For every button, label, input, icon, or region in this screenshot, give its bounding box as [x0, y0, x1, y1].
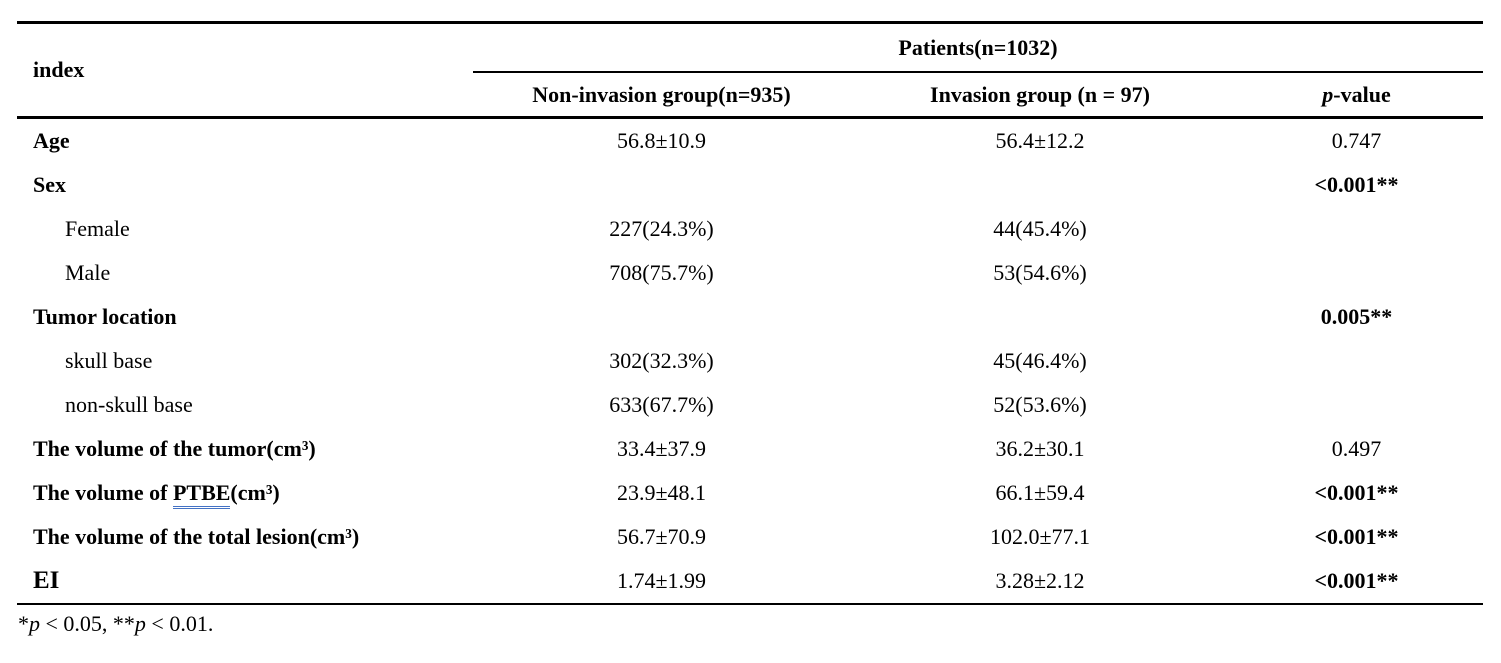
column-header-non-invasion: Non-invasion group(n=935) — [473, 72, 850, 119]
column-header-patients-group: Patients(n=1032) — [473, 22, 1484, 73]
table-row-tumor-volume: The volume of the tumor(cm³) 33.4±37.9 3… — [17, 427, 1483, 471]
ptbe-underlined-term: PTBE — [172, 480, 231, 509]
row-label: Age — [33, 128, 70, 153]
value-cell: 23.9±48.1 — [616, 480, 707, 505]
row-label: Male — [65, 260, 111, 285]
value-cell: 56.4±12.2 — [995, 128, 1085, 153]
p-value-cell: 0.747 — [1331, 128, 1382, 153]
row-label: The volume of the total lesion(cm³) — [33, 524, 360, 549]
column-header-index: index — [17, 22, 473, 119]
row-label: skull base — [65, 348, 153, 373]
value-cell — [473, 295, 850, 339]
label-suffix: (cm³) — [230, 480, 280, 505]
value-cell: 56.7±70.9 — [616, 524, 707, 549]
column-header-invasion: Invasion group (n = 97) — [850, 72, 1230, 119]
row-label: Sex — [33, 172, 66, 197]
table-row-ei: EI 1.74±1.99 3.28±2.12 <0.001** — [17, 559, 1484, 605]
p-value-cell: <0.001** — [1314, 480, 1399, 505]
significance-footnote: *p < 0.05, **p < 0.01. — [18, 611, 213, 637]
value-cell: 45(46.4%) — [993, 348, 1087, 373]
p-value-cell: 0.005** — [1320, 304, 1393, 329]
p-value-cell — [1230, 383, 1483, 427]
value-cell: 102.0±77.1 — [989, 524, 1091, 549]
value-cell: 33.4±37.9 — [616, 436, 707, 461]
patients-comparison-table: index Patients(n=1032) Non-invasion grou… — [17, 21, 1484, 605]
value-cell: 56.8±10.9 — [616, 128, 707, 153]
value-cell: 302(32.3%) — [609, 348, 714, 373]
value-cell: 708(75.7%) — [609, 260, 714, 285]
value-cell: 36.2±30.1 — [995, 436, 1085, 461]
table-row-skull-base: skull base 302(32.3%) 45(46.4%) — [17, 339, 1483, 383]
value-cell: 53(54.6%) — [993, 260, 1087, 285]
p-value-cell — [1230, 339, 1483, 383]
label-prefix: The volume of — [33, 480, 173, 505]
p-value-cell: <0.001** — [1230, 559, 1484, 605]
value-cell: 633(67.7%) — [609, 392, 714, 417]
row-label: EI — [17, 559, 473, 605]
table-row-tumor-location: Tumor location 0.005** — [17, 295, 1483, 339]
table-row-ptbe-volume: The volume of PTBE(cm³) 23.9±48.1 66.1±5… — [17, 471, 1483, 515]
footnote-threshold-2: < 0.01. — [145, 611, 214, 636]
value-cell: 66.1±59.4 — [995, 480, 1085, 505]
value-cell: 3.28±2.12 — [850, 559, 1230, 605]
p-value-cell: <0.001** — [1314, 172, 1399, 197]
table-row-non-skull-base: non-skull base 633(67.7%) 52(53.6%) — [17, 383, 1483, 427]
p-value-cell: 0.497 — [1331, 436, 1382, 461]
value-cell: 1.74±1.99 — [473, 559, 850, 605]
row-label: Tumor location — [33, 304, 177, 329]
footnote-p-italic: p — [29, 611, 40, 636]
row-label: The volume of the tumor(cm³) — [33, 436, 316, 461]
value-cell — [850, 163, 1230, 207]
footnote-threshold-1: < 0.05, ** — [40, 611, 135, 636]
header-row-group: index Patients(n=1032) — [17, 22, 1484, 119]
table-row-sex: Sex <0.001** — [17, 163, 1483, 207]
p-value-cell: <0.001** — [1314, 524, 1399, 549]
p-value-rest: -value — [1333, 81, 1391, 107]
value-cell: 227(24.3%) — [609, 216, 714, 241]
row-label: The volume of PTBE(cm³) — [17, 471, 473, 515]
p-value-italic-p: p — [1322, 81, 1334, 107]
table-row-total-lesion-volume: The volume of the total lesion(cm³) 56.7… — [17, 515, 1483, 559]
header-row-subgroups: Non-invasion group(n=935) Invasion group… — [17, 72, 1484, 119]
row-label: non-skull base — [65, 392, 193, 417]
table-row-age: Age 56.8±10.9 56.4±12.2 0.747 — [17, 118, 1483, 164]
value-cell: 52(53.6%) — [993, 392, 1087, 417]
footnote-star: * — [18, 611, 29, 636]
column-header-p-value: p-value — [1230, 72, 1484, 119]
p-value-cell — [1230, 207, 1483, 251]
row-label: Female — [65, 216, 130, 241]
value-cell: 44(45.4%) — [993, 216, 1087, 241]
table-row-male: Male 708(75.7%) 53(54.6%) — [17, 251, 1483, 295]
footnote-p-italic: p — [134, 611, 146, 636]
value-cell — [473, 163, 850, 207]
table-row-female: Female 227(24.3%) 44(45.4%) — [17, 207, 1483, 251]
p-value-cell — [1230, 251, 1483, 295]
value-cell — [850, 295, 1230, 339]
